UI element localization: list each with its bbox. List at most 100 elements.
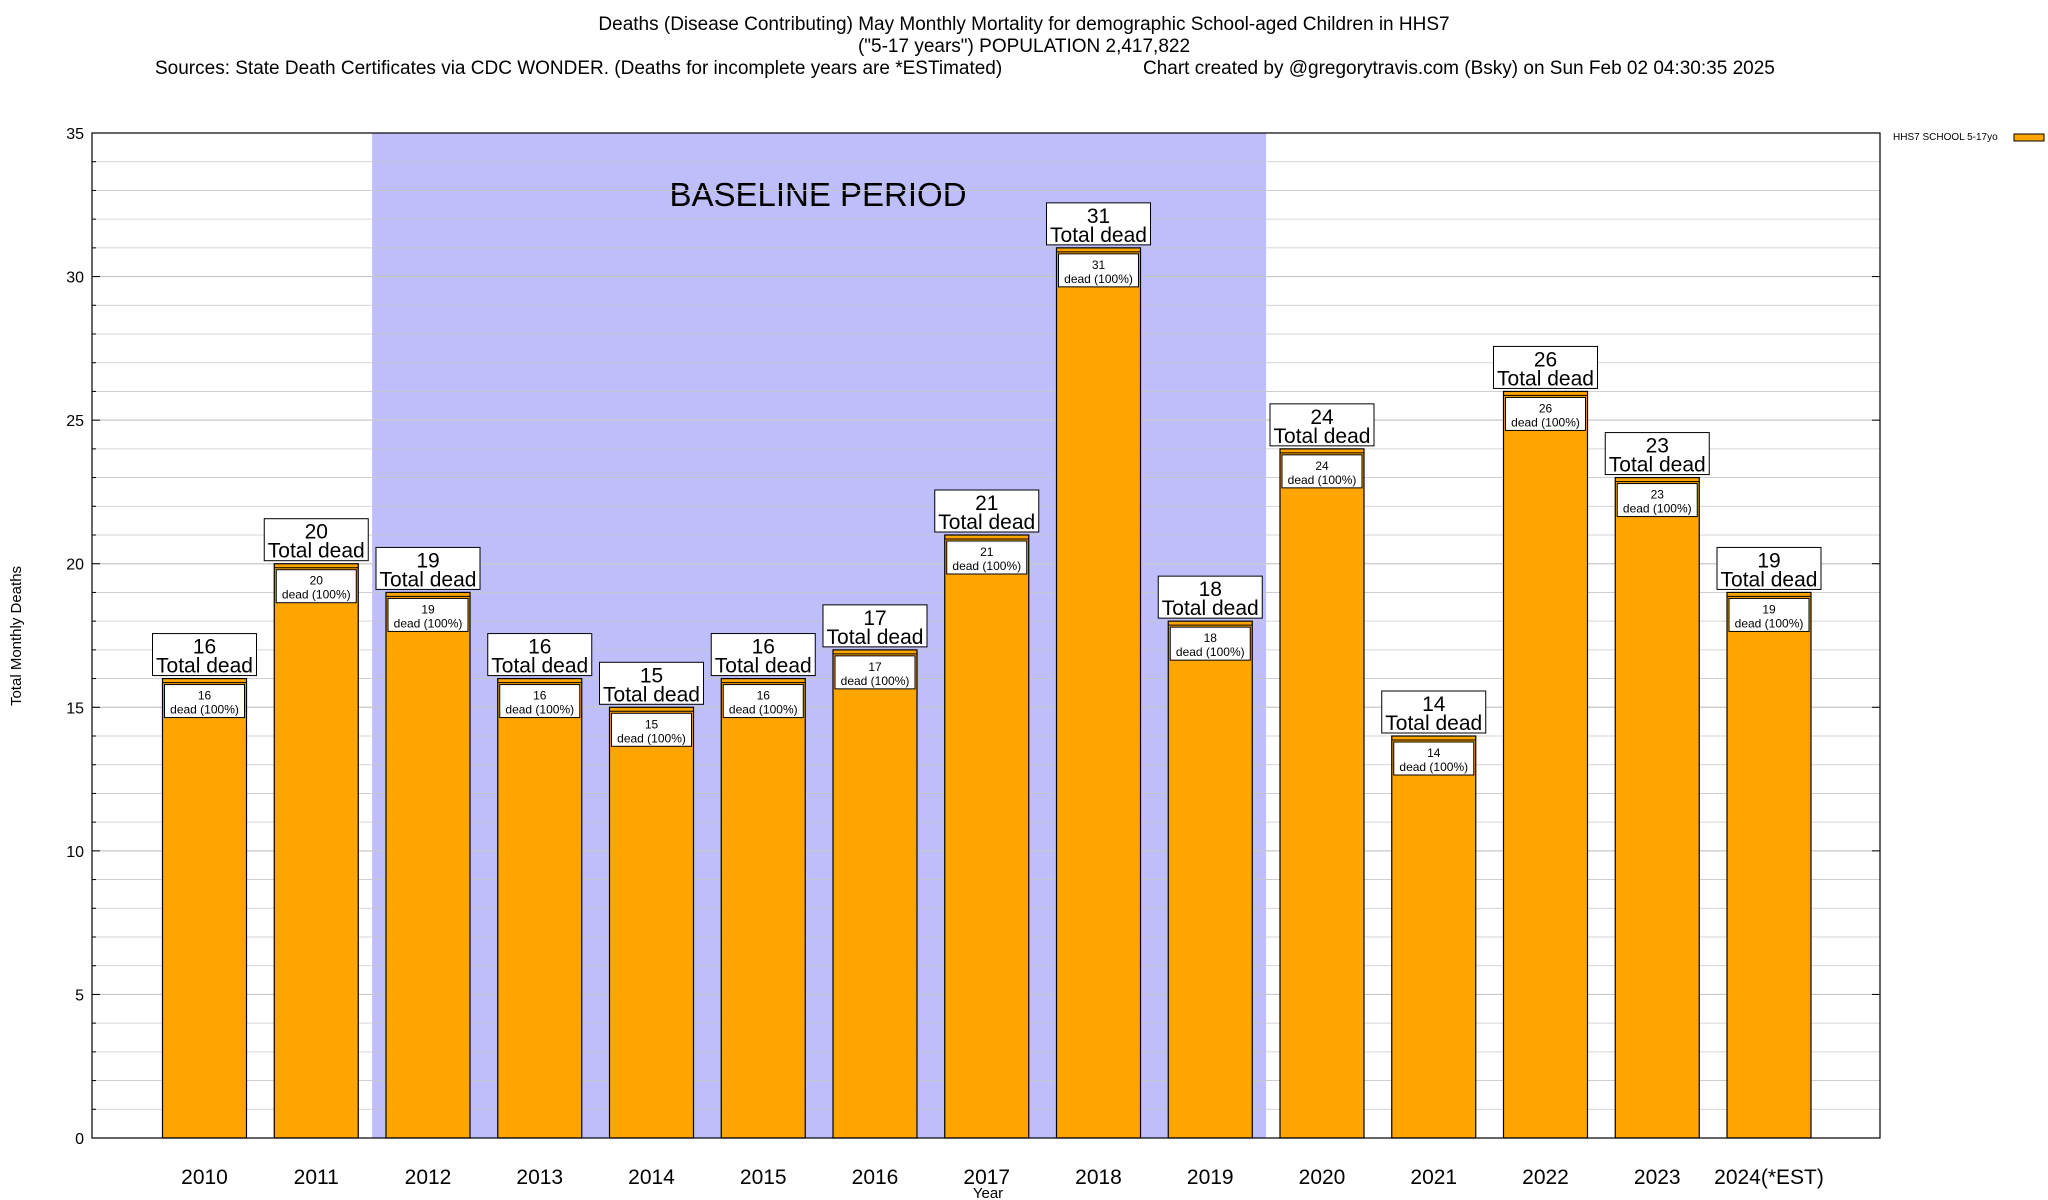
x-tick-label: 2022 — [1522, 1166, 1569, 1189]
inner-value-label: 14 — [1427, 746, 1441, 760]
total-value-label: 16 — [193, 636, 216, 659]
bar — [497, 677, 583, 1139]
y-tick-label: 25 — [66, 413, 84, 430]
y-tick-label: 15 — [66, 700, 84, 717]
total-label-box — [1157, 575, 1263, 619]
x-tick-label: 2011 — [294, 1166, 339, 1189]
inner-label-box — [722, 684, 804, 719]
x-tick-label: 2012 — [405, 1166, 452, 1189]
x-tick-label: 2020 — [1299, 1166, 1346, 1189]
bar — [161, 677, 248, 1139]
inner-dead-label: dead (100%) — [1511, 415, 1580, 429]
credit-text: Chart created by @gregorytravis.com (Bsk… — [1143, 58, 1775, 79]
total-label-box — [1493, 345, 1598, 389]
total-dead-label: Total dead — [491, 655, 588, 678]
plot-frame — [91, 132, 1881, 1139]
bar — [1279, 448, 1365, 1139]
inner-label-box — [164, 684, 245, 719]
inner-dead-label: dead (100%) — [170, 703, 239, 717]
total-label-box — [934, 489, 1040, 533]
bar — [385, 591, 471, 1139]
bar — [1391, 735, 1477, 1139]
total-value-label: 19 — [416, 549, 439, 572]
total-dead-label: Total dead — [268, 540, 365, 563]
inner-value-label: 16 — [198, 689, 212, 703]
inner-dead-label: dead (100%) — [729, 703, 798, 717]
inner-label-box — [1505, 396, 1586, 431]
total-label-box — [1046, 202, 1151, 246]
total-value-label: 31 — [1087, 205, 1110, 228]
total-value-label: 23 — [1646, 435, 1669, 458]
total-value-label: 16 — [528, 636, 551, 659]
inner-label-box — [834, 655, 916, 690]
y-tick-label: 20 — [66, 557, 84, 574]
y-axis-title: Total Monthly Deaths — [8, 566, 25, 706]
x-tick-label: 2013 — [516, 1166, 563, 1189]
total-dead-label: Total dead — [1050, 224, 1147, 247]
legend-swatch — [2013, 133, 2045, 142]
inner-label-box — [387, 597, 469, 632]
bar — [720, 677, 806, 1139]
bar — [1726, 591, 1812, 1139]
inner-dead-label: dead (100%) — [1176, 645, 1245, 659]
total-value-label: 21 — [975, 492, 998, 515]
y-tick-label: 30 — [66, 270, 84, 287]
x-tick-label: 2019 — [1187, 1166, 1234, 1189]
x-tick-label: 2015 — [740, 1166, 787, 1189]
y-tick-label: 0 — [75, 1131, 84, 1148]
inner-dead-label: dead (100%) — [505, 703, 574, 717]
inner-value-label: 15 — [645, 717, 659, 731]
inner-label-box — [499, 684, 581, 719]
total-label-box — [1716, 546, 1822, 590]
inner-value-label: 19 — [421, 602, 435, 616]
inner-value-label: 20 — [310, 574, 324, 588]
bar — [273, 563, 359, 1139]
bar — [608, 706, 695, 1139]
x-tick-label: 2018 — [1075, 1166, 1122, 1189]
total-value-label: 15 — [640, 664, 663, 687]
inner-dead-label: dead (100%) — [1623, 502, 1692, 516]
x-tick-label: 2024(*EST) — [1714, 1166, 1824, 1189]
bar — [1502, 390, 1589, 1139]
bar — [944, 534, 1030, 1139]
bar — [1055, 247, 1142, 1139]
total-dead-label: Total dead — [603, 683, 700, 706]
x-tick-label: 2014 — [628, 1166, 675, 1189]
inner-dead-label: dead (100%) — [841, 674, 910, 688]
inner-label-box — [611, 712, 692, 747]
inner-value-label: 26 — [1539, 401, 1553, 415]
inner-value-label: 23 — [1651, 488, 1665, 502]
sources-row: Sources: State Death Certificates via CD… — [0, 58, 2048, 80]
bar — [1614, 476, 1700, 1139]
inner-label-box — [1058, 253, 1139, 288]
y-tick-label: 10 — [66, 844, 84, 861]
total-label-box — [1269, 403, 1375, 447]
total-dead-label: Total dead — [1497, 367, 1594, 390]
inner-dead-label: dead (100%) — [1399, 760, 1468, 774]
inner-label-box — [1393, 741, 1475, 776]
inner-value-label: 16 — [533, 689, 547, 703]
sources-text: Sources: State Death Certificates via CD… — [155, 58, 1003, 79]
inner-value-label: 31 — [1092, 258, 1106, 272]
inner-value-label: 16 — [757, 689, 771, 703]
total-dead-label: Total dead — [1609, 454, 1706, 477]
inner-label-box — [1616, 483, 1698, 518]
inner-label-box — [275, 569, 357, 604]
total-value-label: 26 — [1534, 348, 1557, 371]
total-label-box — [822, 604, 928, 648]
total-dead-label: Total dead — [1721, 568, 1818, 591]
inner-label-box — [1728, 597, 1810, 632]
total-dead-label: Total dead — [827, 626, 924, 649]
total-value-label: 14 — [1422, 693, 1446, 716]
total-dead-label: Total dead — [156, 655, 253, 678]
x-tick-label: 2010 — [181, 1166, 228, 1189]
total-label-box — [1604, 432, 1710, 476]
chart-title: Deaths (Disease Contributing) May Monthl… — [598, 14, 1450, 35]
inner-value-label: 19 — [1762, 602, 1776, 616]
inner-dead-label: dead (100%) — [1288, 473, 1357, 487]
total-label-box — [375, 546, 481, 590]
legend-label: HHS7 SCHOOL 5-17yo — [1893, 132, 1998, 143]
total-dead-label: Total dead — [1274, 425, 1371, 448]
inner-dead-label: dead (100%) — [617, 731, 686, 745]
total-label-box — [599, 661, 704, 705]
